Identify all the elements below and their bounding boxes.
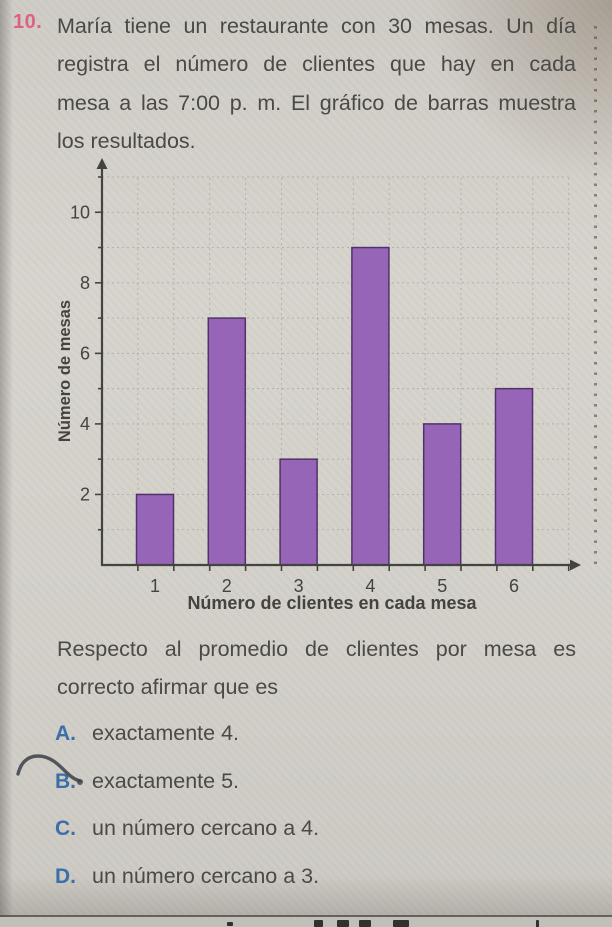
option-letter: C.: [55, 817, 76, 840]
question-line-2: correcto afirmar que es: [57, 675, 279, 700]
y-tick-label: 4: [80, 414, 90, 434]
y-tick-label: 2: [80, 484, 90, 504]
problem-statement-line-3: mesa a las 7:00 p. m. El gráfico de barr…: [57, 90, 576, 115]
problem-statement: María tiene un restaurante con 30 mesas.…: [57, 7, 576, 161]
y-tick-label: 8: [80, 273, 90, 293]
x-tick-label: 1: [150, 576, 160, 596]
y-axis-title: Número de mesas: [56, 300, 74, 442]
option-D: D. un número cercano a 3.: [55, 863, 585, 888]
pen-scribble-mark: [16, 754, 83, 785]
option-B: B. exactamente 5.: [55, 768, 585, 793]
y-tick-label: 10: [70, 202, 90, 222]
option-letter: A.: [55, 722, 76, 745]
problem-statement-line-2: registra el número de clientes que hay e…: [57, 52, 576, 77]
cut-off-glyph: [337, 920, 349, 927]
y-tick-label: 6: [80, 343, 90, 363]
bar-5: [422, 423, 462, 566]
cut-off-glyph: [393, 920, 409, 927]
option-text: exactamente 4.: [92, 721, 240, 745]
option-text: un número cercano a 4.: [92, 816, 320, 840]
y-axis-arrow: [96, 158, 108, 169]
page-perforation-dots: [594, 26, 597, 571]
cut-off-glyph: [227, 922, 233, 926]
page-bottom-rule: [0, 915, 612, 917]
bar-1: [135, 493, 175, 566]
x-axis-title: Número de clientes en cada mesa: [187, 593, 477, 613]
problem-statement-line-4: los resultados.: [57, 129, 196, 154]
option-C: C. un número cercano a 4.: [55, 816, 585, 840]
bar-4: [351, 246, 390, 566]
ticks: [95, 176, 570, 571]
option-text: un número cercano a 3.: [92, 863, 320, 888]
bars: [135, 246, 534, 566]
cut-off-glyph: [536, 920, 539, 927]
x-tick-label: 6: [509, 576, 519, 596]
bar-6: [494, 387, 534, 566]
cut-off-next-row: [0, 917, 612, 927]
x-tick-label: 4: [365, 576, 375, 596]
cut-off-glyph: [359, 920, 371, 927]
problem-number: 10.: [13, 11, 43, 33]
option-A: A. exactamente 4.: [55, 721, 585, 745]
option-letter: D.: [55, 864, 76, 888]
cut-off-glyph: [314, 920, 323, 927]
x-tick-label: 2: [222, 576, 232, 596]
problem-statement-line-1: María tiene un restaurante con 30 mesas.…: [57, 14, 576, 38]
question-line-1: Respecto al promedio de clientes por mes…: [57, 637, 576, 661]
bar-2: [207, 317, 247, 566]
x-tick-label: 5: [437, 576, 447, 596]
chart-grid: [102, 176, 570, 565]
option-text: exactamente 5.: [92, 768, 240, 793]
axes: [100, 167, 572, 567]
bar-chart: 2 4 6 8 10 1 2 3 4 5 6 Número de mesas Número de cli…: [0, 150, 612, 630]
question-text: Respecto al promedio de clientes por mes…: [57, 630, 576, 707]
x-tick-label: 3: [294, 576, 304, 596]
options-list: A. exactamente 4. B. exactamente 5. C. un núm…: [55, 721, 585, 911]
bar-3: [279, 458, 318, 566]
x-axis-arrow: [570, 559, 581, 571]
